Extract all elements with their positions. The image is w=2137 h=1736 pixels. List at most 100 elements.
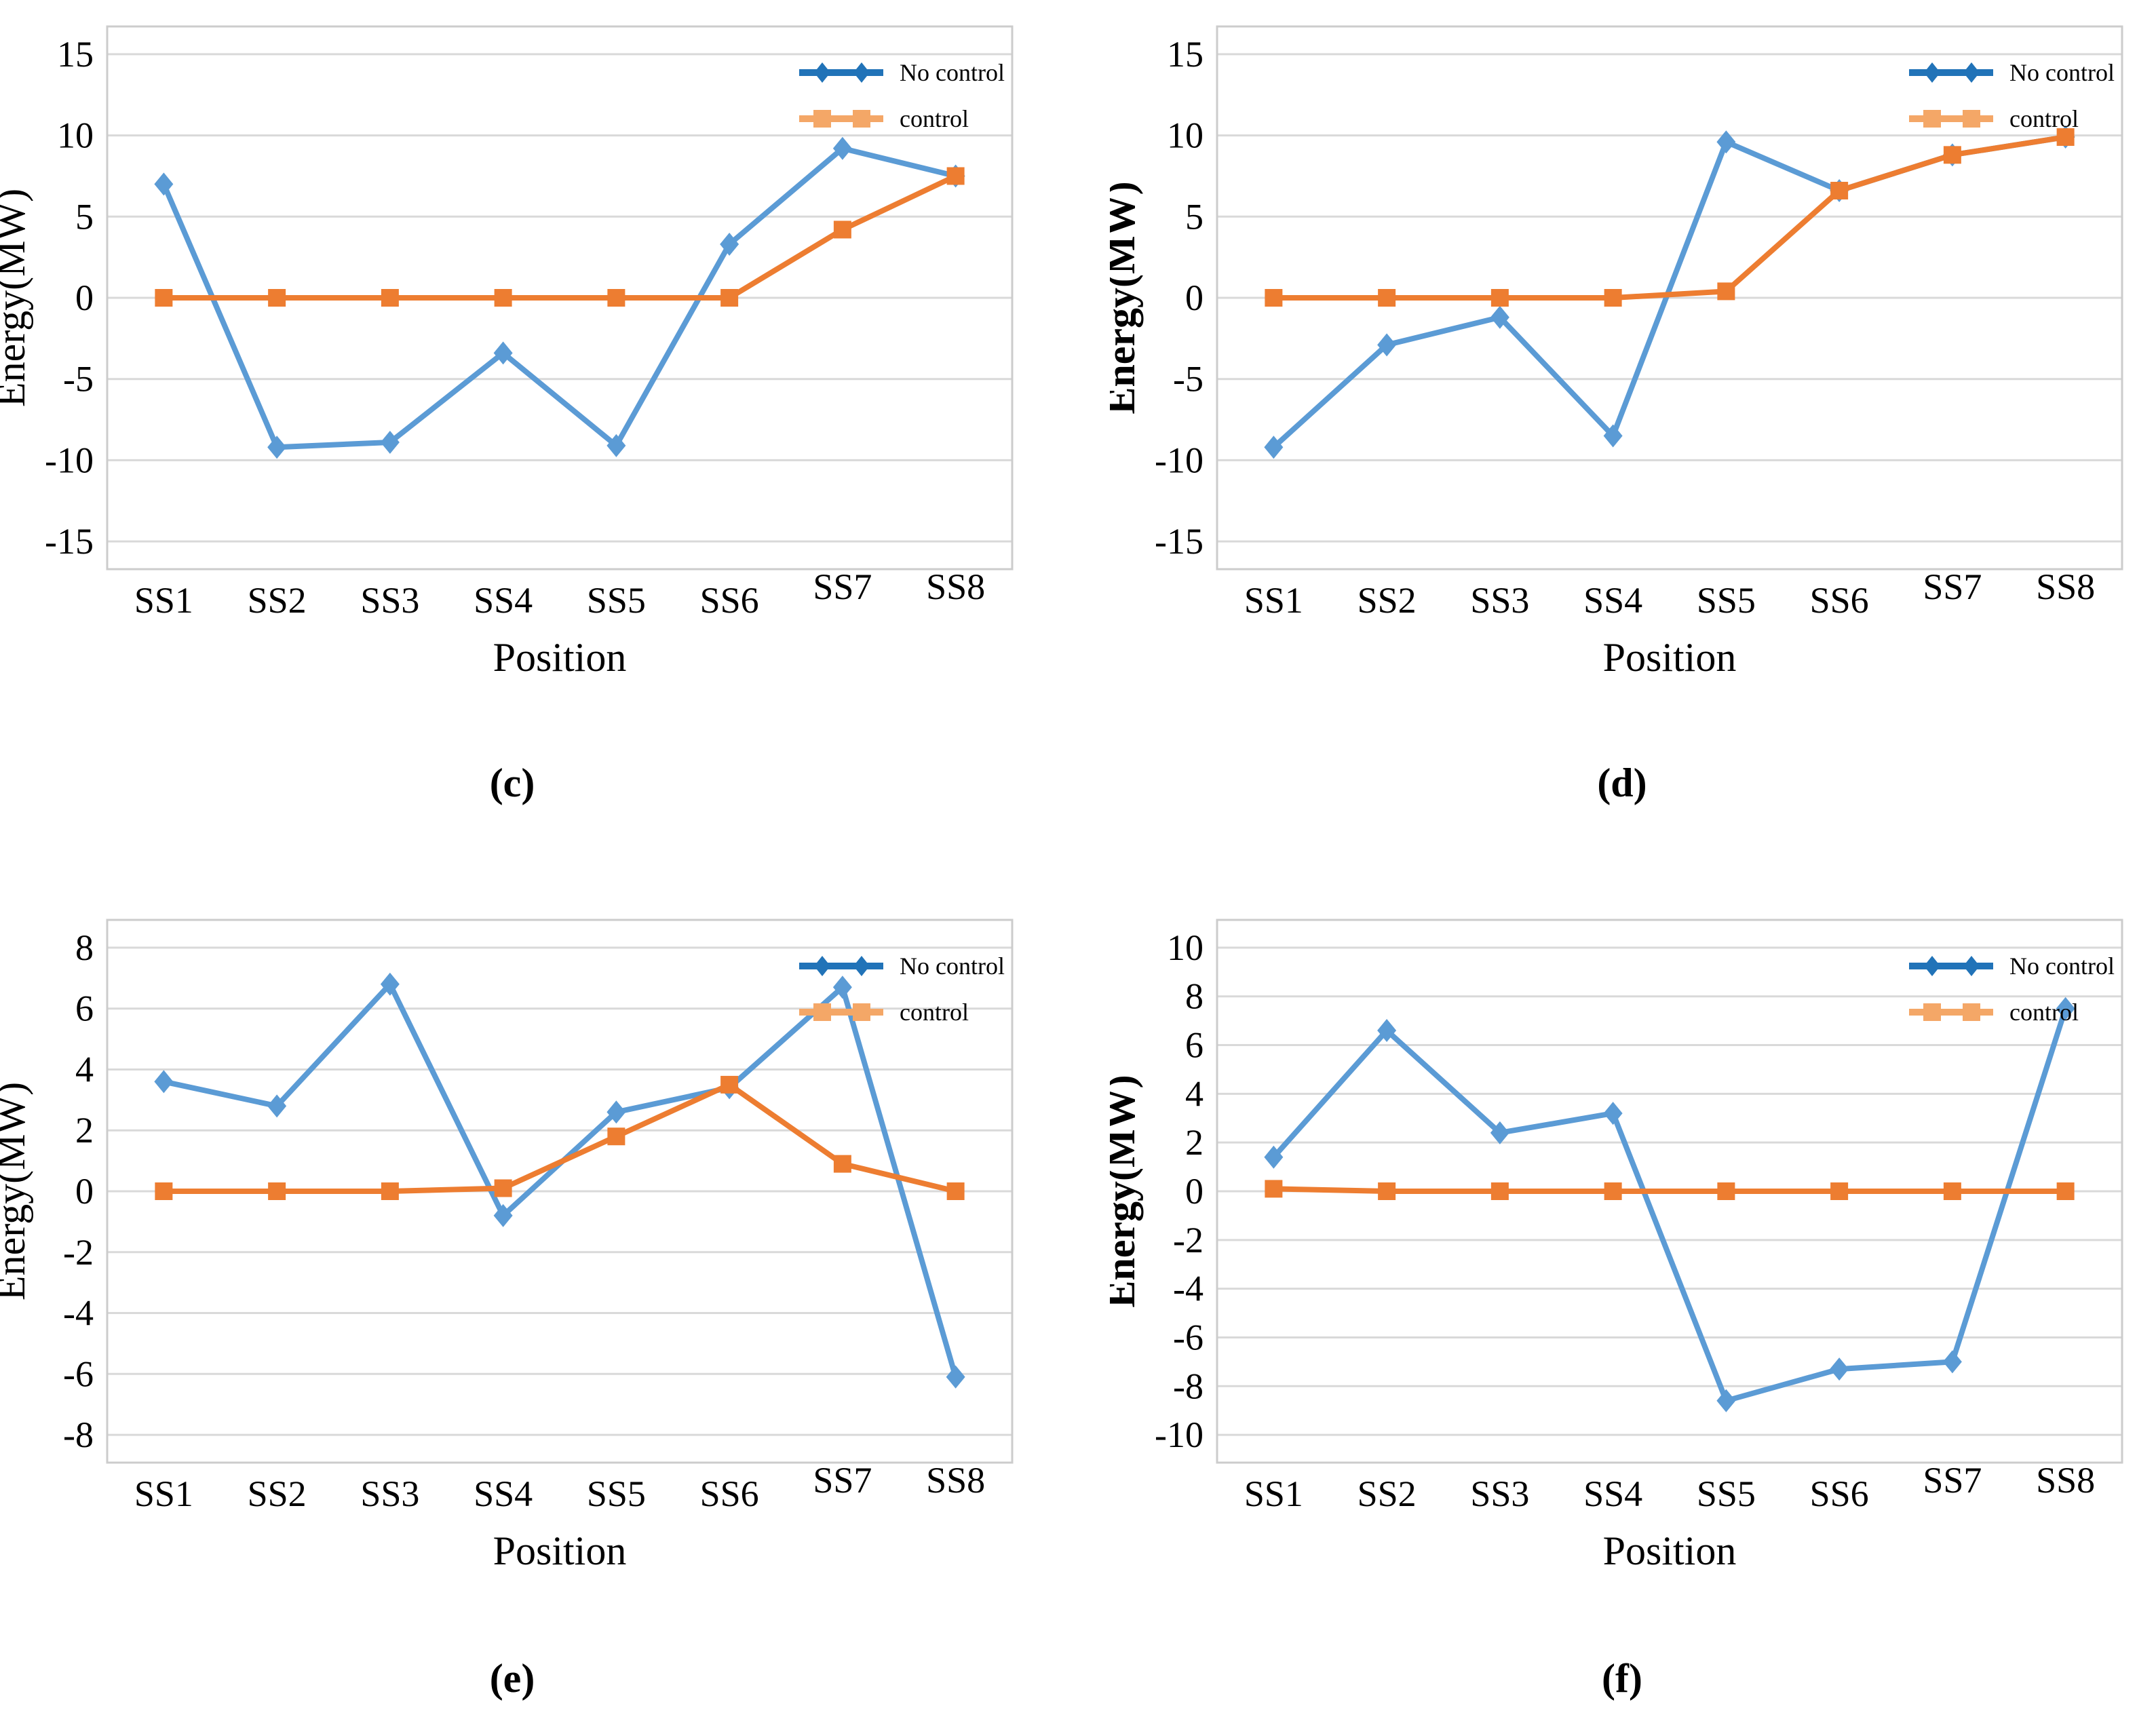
y-tick-label: -5 — [1173, 359, 1204, 400]
control-point-marker — [268, 1182, 286, 1200]
legend-control-marker — [813, 110, 831, 128]
no-control-point-marker — [493, 341, 513, 365]
x-tick-label: SS3 — [360, 580, 419, 621]
y-tick-label: 0 — [75, 277, 94, 318]
x-tick-label: SS6 — [1810, 580, 1869, 621]
legend-control-marker — [1963, 1003, 1980, 1021]
no-control-point-marker — [267, 436, 287, 459]
legend-no-control-marker — [1924, 62, 1940, 83]
legend-control-marker — [1923, 110, 1941, 128]
y-tick-label: 5 — [75, 196, 94, 237]
no-control-series-line — [1271, 1005, 2068, 1404]
x-tick-label: SS6 — [1810, 1473, 1869, 1514]
control-point-marker — [833, 1155, 851, 1173]
control-point-marker — [494, 289, 512, 307]
control-point-marker — [946, 167, 965, 185]
no-control-point-marker — [493, 1203, 513, 1227]
control-point-marker — [833, 220, 851, 239]
legend-control-marker — [853, 110, 870, 128]
legend-no-control-marker — [853, 956, 870, 976]
no-control-point-marker — [720, 233, 739, 256]
legend-control-label: control — [900, 999, 969, 1026]
x-tick-label: SS1 — [1244, 580, 1303, 621]
control-point-marker — [494, 1179, 512, 1197]
y-axis-title: Energy(MW) — [1110, 181, 1143, 414]
x-tick-label: SS5 — [587, 580, 646, 621]
y-tick-label: -15 — [45, 521, 94, 562]
y-tick-label: 0 — [1185, 277, 1204, 318]
chart-svg-e: 8 6 4 2 0 -2 -4 -6 -8 SS1 SS2 SS3 SS4 SS5 SS6 SS7 SS8 Pos… — [0, 919, 1014, 1573]
panel-caption-d: (d) — [1597, 760, 1647, 805]
x-tick-label: SS3 — [360, 1473, 419, 1514]
legend-control-marker — [813, 1003, 831, 1021]
y-tick-label: 8 — [75, 927, 94, 968]
legend-no-control-marker — [853, 62, 870, 83]
control-point-marker — [1604, 289, 1622, 307]
y-tick-label: 15 — [1167, 34, 1204, 75]
legend-control-marker — [853, 1003, 870, 1021]
y-tick-label: 10 — [1167, 927, 1204, 968]
y-tick-label: 6 — [75, 988, 94, 1029]
x-tick-label: SS2 — [1358, 1473, 1417, 1514]
y-tick-label: -15 — [1155, 521, 1204, 562]
chart-svg-d: 15 10 5 0 -5 -10 -15 SS1 SS2 SS3 SS4 SS5 SS6 SS7 SS8 Po… — [1110, 25, 2123, 680]
control-point-marker — [268, 289, 286, 307]
x-tick-label: SS4 — [474, 580, 533, 621]
y-axis-title: Energy(MW) — [1110, 1075, 1143, 1307]
legend-no-control-label: No control — [2009, 59, 2115, 86]
control-point-marker — [1943, 1182, 1961, 1200]
panel-caption-f: (f) — [1602, 1656, 1642, 1701]
control-point-marker — [1830, 1182, 1849, 1200]
chart-panel-d: 15 10 5 0 -5 -10 -15 SS1 SS2 SS3 SS4 SS5 SS6 SS7 SS8 Po… — [1110, 10, 2134, 695]
x-axis-title: Position — [1603, 1528, 1737, 1573]
x-tick-label: SS1 — [1244, 1473, 1303, 1514]
control-point-marker — [946, 1182, 965, 1200]
y-tick-label: -8 — [1173, 1366, 1204, 1406]
y-axis-title: Energy(MW) — [0, 189, 33, 407]
y-tick-label: -2 — [1173, 1220, 1204, 1260]
no-control-point-marker — [2056, 997, 2075, 1020]
no-control-point-marker — [380, 431, 400, 455]
y-tick-label: 2 — [1185, 1122, 1204, 1163]
x-tick-label: SS5 — [587, 1473, 646, 1514]
y-tick-label: -10 — [1155, 440, 1204, 480]
control-point-marker — [1378, 1182, 1396, 1200]
x-tick-label: SS7 — [1923, 1460, 1982, 1501]
x-tick-label: SS4 — [474, 1473, 533, 1514]
x-tick-label: SS7 — [813, 566, 872, 607]
no-control-point-marker — [154, 1070, 174, 1094]
legend-no-control-marker — [1963, 62, 1980, 83]
plot-border — [1216, 25, 2123, 571]
no-control-point-marker — [1264, 1145, 1284, 1169]
no-control-point-marker — [832, 136, 852, 160]
x-tick-label: SS7 — [1923, 566, 1982, 607]
y-tick-label: -5 — [63, 359, 94, 400]
y-tick-label: -6 — [1173, 1317, 1204, 1357]
legend-control-label: control — [2009, 105, 2079, 132]
y-tick-label: 4 — [75, 1049, 94, 1089]
legend-control-label: control — [900, 105, 969, 132]
control-series-line — [1271, 134, 2068, 301]
control-point-marker — [155, 289, 173, 307]
no-control-point-marker — [607, 433, 626, 457]
y-tick-label: -4 — [1173, 1269, 1204, 1309]
plot-border — [106, 919, 1014, 1464]
control-point-marker — [607, 1127, 625, 1146]
control-point-marker — [381, 289, 399, 307]
y-tick-label: 8 — [1185, 976, 1204, 1017]
chart-svg-f: 10 8 6 4 2 0 -2 -4 -6 -8 -10 SS1 SS2 SS3 SS4 SS5 SS6 SS7 S… — [1110, 919, 2123, 1573]
plot-border — [1216, 919, 2123, 1464]
x-tick-label: SS4 — [1583, 580, 1642, 621]
x-tick-label: SS8 — [2036, 1460, 2095, 1501]
y-tick-label: 4 — [1185, 1073, 1204, 1114]
legend-no-control-label: No control — [900, 59, 1005, 86]
x-tick-label: SS8 — [926, 566, 985, 607]
x-tick-label: SS6 — [700, 580, 759, 621]
no-control-series-line — [161, 145, 959, 450]
x-tick-label: SS3 — [1470, 1473, 1529, 1514]
y-tick-label: 10 — [57, 115, 94, 156]
x-tick-label: SS5 — [1697, 1473, 1756, 1514]
no-control-point-marker — [267, 1094, 287, 1118]
x-axis-title: Position — [493, 635, 627, 680]
x-tick-label: SS8 — [926, 1460, 985, 1501]
